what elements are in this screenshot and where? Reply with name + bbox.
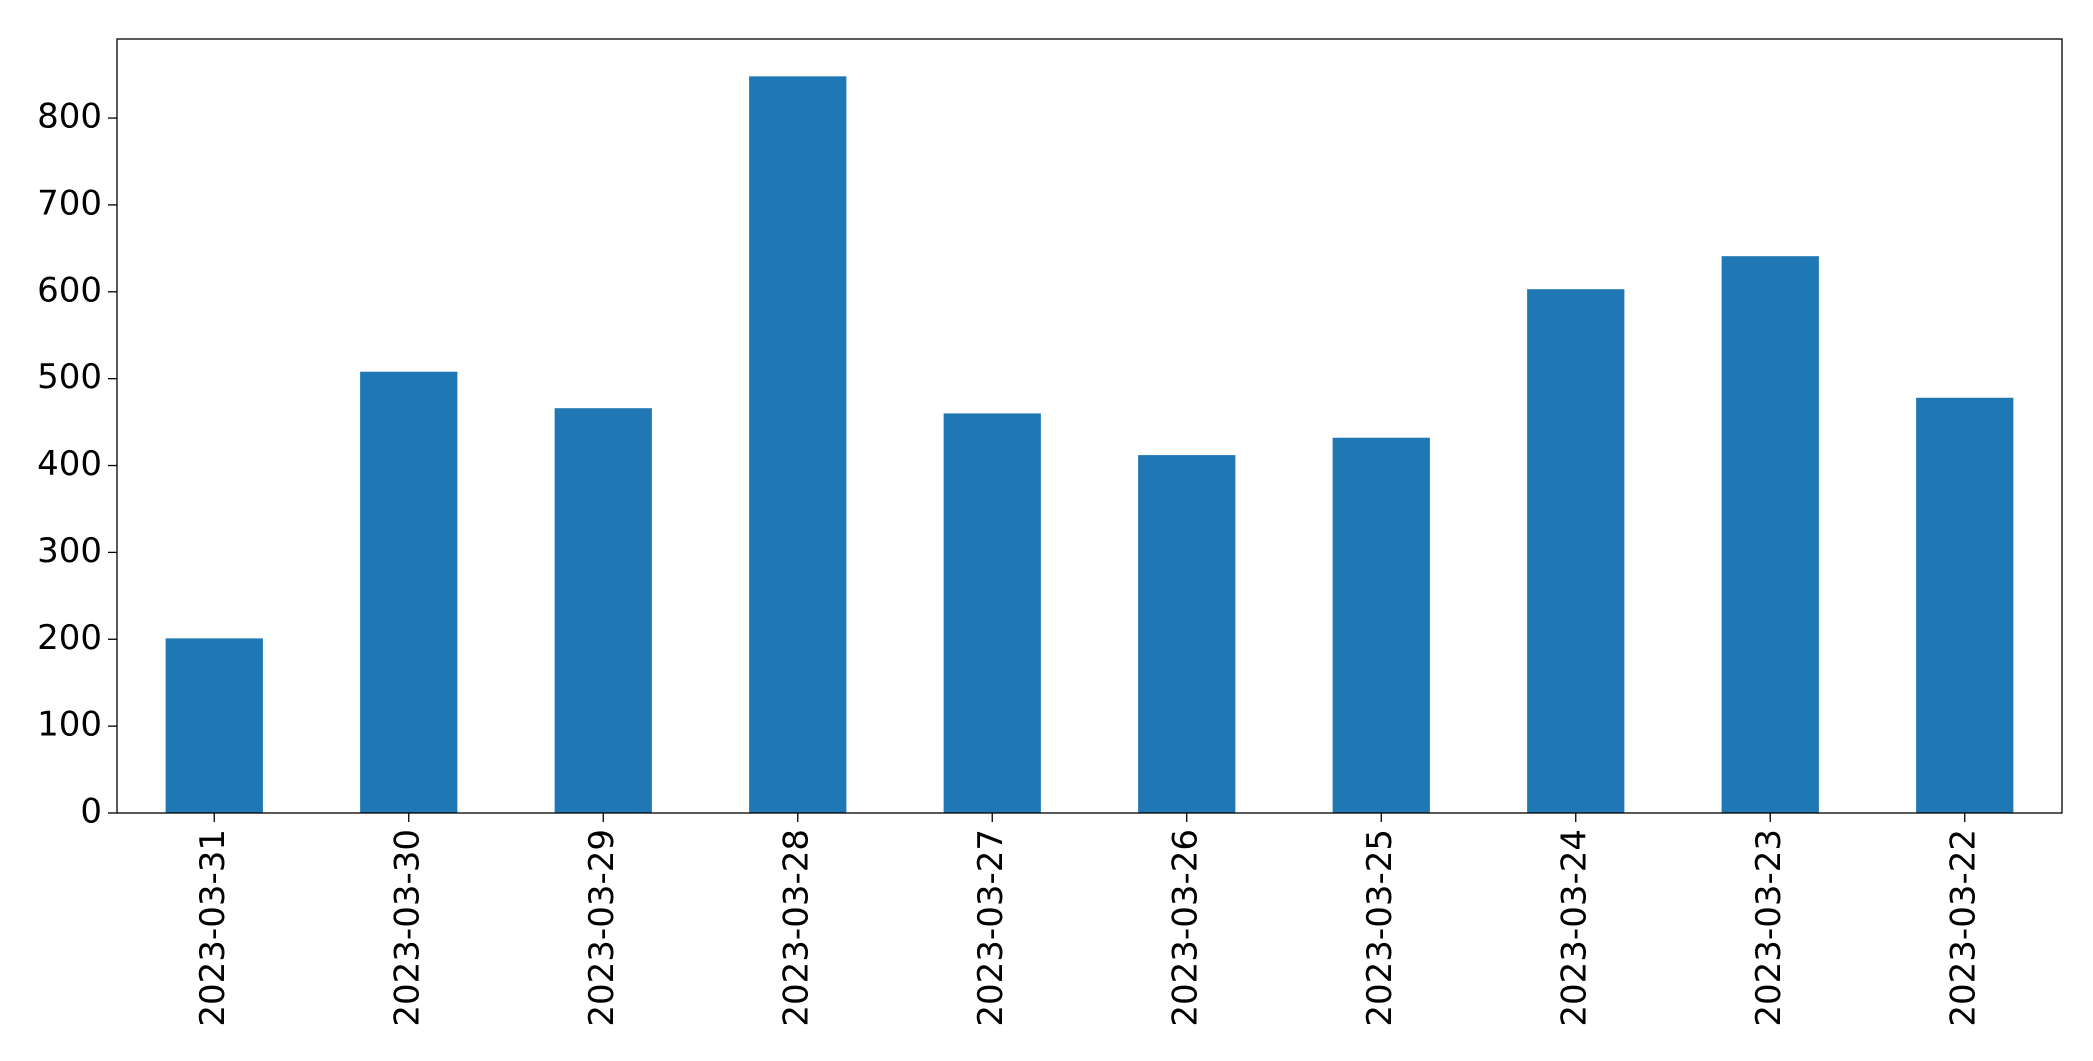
x-tick-label: 2023-03-22 xyxy=(1943,829,1983,1027)
x-tick-label: 2023-03-29 xyxy=(582,829,622,1027)
y-tick-label: 400 xyxy=(37,444,102,484)
bar xyxy=(943,413,1041,813)
y-tick-label: 500 xyxy=(37,357,102,397)
x-tick-label: 2023-03-28 xyxy=(776,829,816,1027)
y-tick-label: 700 xyxy=(37,183,102,223)
bar xyxy=(1527,289,1625,813)
bar xyxy=(1721,256,1819,813)
bar xyxy=(749,76,847,814)
x-tick-label: 2023-03-27 xyxy=(971,829,1011,1027)
bar xyxy=(1332,437,1430,813)
y-tick-label: 600 xyxy=(37,270,102,310)
x-tick-label: 2023-03-24 xyxy=(1554,829,1594,1027)
x-tick-label: 2023-03-30 xyxy=(387,829,427,1027)
bar xyxy=(1916,397,2014,813)
y-tick-label: 800 xyxy=(37,97,102,137)
x-tick-label: 2023-03-26 xyxy=(1165,829,1205,1027)
x-tick-label: 2023-03-31 xyxy=(193,829,233,1027)
bar xyxy=(554,408,652,813)
bar xyxy=(165,638,263,813)
y-tick-label: 0 xyxy=(80,792,102,832)
y-tick-label: 200 xyxy=(37,618,102,658)
bar xyxy=(1138,455,1236,813)
x-tick-label: 2023-03-25 xyxy=(1360,829,1400,1027)
y-tick-label: 300 xyxy=(37,531,102,571)
y-tick-label: 100 xyxy=(37,705,102,745)
plot-frame xyxy=(116,38,2063,814)
x-tick-label: 2023-03-23 xyxy=(1749,829,1789,1027)
bar xyxy=(360,371,458,813)
